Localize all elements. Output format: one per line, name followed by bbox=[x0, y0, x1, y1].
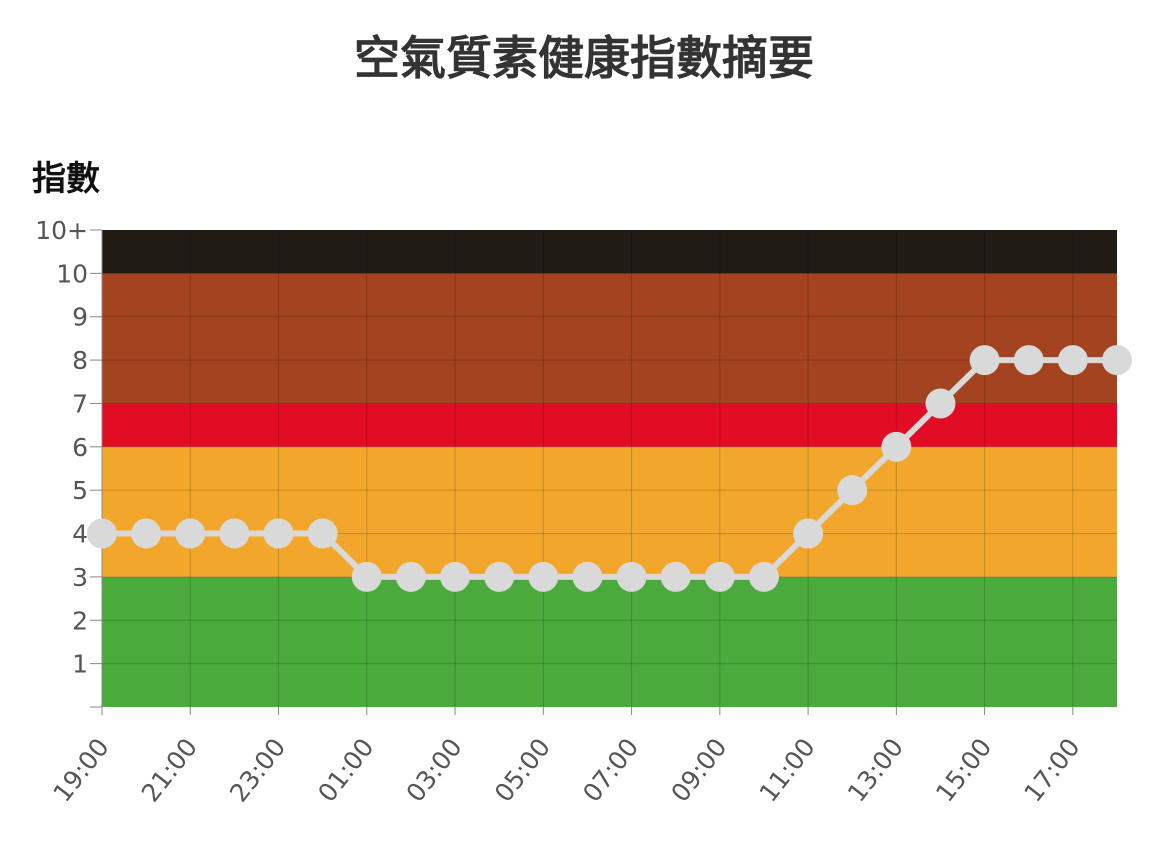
x-tick-label: 09:00 bbox=[665, 733, 732, 808]
data-point bbox=[219, 518, 250, 549]
data-point bbox=[969, 345, 1000, 376]
band-2 bbox=[102, 403, 1117, 447]
data-point bbox=[87, 518, 117, 549]
series-points bbox=[87, 345, 1132, 592]
data-point bbox=[837, 475, 868, 506]
data-point bbox=[351, 561, 382, 592]
data-point bbox=[131, 518, 162, 549]
band-4 bbox=[102, 230, 1117, 274]
x-tick-label: 13:00 bbox=[842, 733, 909, 808]
data-point bbox=[395, 561, 426, 592]
y-tick-label: 2 bbox=[72, 606, 88, 635]
x-tick-label: 21:00 bbox=[136, 733, 203, 808]
y-tick-label: 4 bbox=[72, 520, 88, 549]
y-tick-labels: 1 2 3 4 5 6 7 8 9 10 10+ bbox=[35, 216, 88, 679]
y-tick-label: 9 bbox=[72, 303, 88, 332]
y-tick-label: 3 bbox=[72, 563, 88, 592]
y-tick-label: 7 bbox=[72, 389, 88, 418]
chart-title: 空氣質素健康指數摘要 bbox=[354, 31, 814, 85]
data-point bbox=[1057, 345, 1088, 376]
y-axis-title: 指數 bbox=[32, 159, 100, 199]
x-tick-label: 23:00 bbox=[224, 733, 291, 808]
x-tick-label: 03:00 bbox=[401, 733, 468, 808]
x-tick-label: 17:00 bbox=[1018, 733, 1085, 808]
data-point bbox=[484, 561, 515, 592]
band-1 bbox=[102, 446, 1117, 577]
y-tick-label: 10+ bbox=[35, 216, 88, 245]
data-point bbox=[528, 561, 559, 592]
x-tick-label: 01:00 bbox=[312, 733, 379, 808]
y-tick-label: 8 bbox=[72, 346, 88, 375]
data-point bbox=[793, 518, 824, 549]
data-point bbox=[616, 561, 647, 592]
data-point bbox=[1013, 345, 1044, 376]
y-tick-label: 10 bbox=[56, 259, 88, 288]
y-tick-label: 1 bbox=[72, 650, 88, 679]
band-3 bbox=[102, 273, 1117, 404]
data-point bbox=[660, 561, 691, 592]
x-tick-label: 19:00 bbox=[48, 733, 115, 808]
data-point bbox=[704, 561, 735, 592]
data-point bbox=[748, 561, 779, 592]
data-point bbox=[307, 518, 338, 549]
axes bbox=[90, 229, 1074, 715]
data-point bbox=[440, 561, 471, 592]
x-tick-label: 15:00 bbox=[930, 733, 997, 808]
x-tick-label: 07:00 bbox=[577, 733, 644, 808]
data-point bbox=[572, 561, 603, 592]
data-point bbox=[1102, 345, 1132, 376]
band-0 bbox=[102, 576, 1117, 707]
aqhi-bands bbox=[102, 230, 1117, 707]
data-point bbox=[175, 518, 206, 549]
x-tick-label: 05:00 bbox=[489, 733, 556, 808]
data-point bbox=[925, 388, 956, 419]
x-tick-labels: 19:00 21:00 23:00 01:00 03:00 05:00 07:00 09:00… bbox=[48, 733, 1086, 808]
data-point bbox=[881, 431, 912, 462]
data-point bbox=[263, 518, 294, 549]
y-tick-label: 6 bbox=[72, 433, 88, 462]
y-tick-label: 5 bbox=[72, 476, 88, 505]
x-tick-label: 11:00 bbox=[754, 733, 821, 808]
